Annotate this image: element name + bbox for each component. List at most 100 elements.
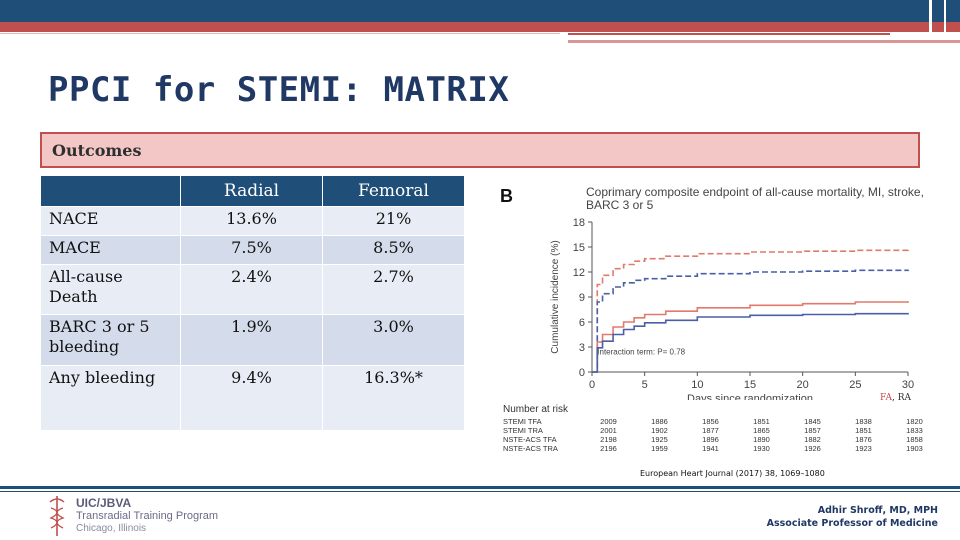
- risk-count: 1941: [702, 444, 719, 453]
- table-row: NACE 13.6% 21%: [40, 206, 465, 236]
- risk-count: 1845: [804, 417, 821, 426]
- risk-count: 1890: [753, 435, 770, 444]
- risk-count: 1851: [855, 426, 872, 435]
- risk-count: 1865: [753, 426, 770, 435]
- risk-count: 2009: [600, 417, 617, 426]
- femoral-value: 8.5%: [322, 235, 465, 265]
- row-label: All-cause Death: [40, 264, 181, 315]
- slide-title: PPCI for STEMI: MATRIX: [48, 70, 510, 110]
- legend-ra: RA: [897, 393, 911, 403]
- risk-count: 1886: [651, 417, 668, 426]
- femoral-value: 2.7%: [322, 264, 465, 315]
- risk-count: 1820: [906, 417, 923, 426]
- table-row: Any bleeding 9.4% 16.3%*: [40, 365, 465, 431]
- risk-row: NSTE-ACS TFA 2198 1925 1896 1890 1882 1876 1858: [503, 435, 940, 444]
- risk-row: STEMI TFA 2009 1886 1856 1851 1845 1838 1820: [503, 417, 940, 426]
- risk-count: 1856: [702, 417, 719, 426]
- radial-value: 2.4%: [180, 264, 323, 315]
- y-tick-label: 18: [573, 217, 585, 229]
- risk-count: 1923: [855, 444, 872, 453]
- top-accent-band: [0, 22, 960, 32]
- risk-count: 1857: [804, 426, 821, 435]
- series-line-1: [592, 269, 909, 373]
- risk-row-label: NSTE-ACS TRA: [503, 444, 558, 453]
- y-tick-label: 15: [573, 242, 585, 254]
- row-label: Any bleeding: [40, 365, 181, 431]
- header-blank: [40, 175, 181, 207]
- footer-divider: [0, 486, 960, 489]
- table-row: All-cause Death 2.4% 2.7%: [40, 264, 465, 315]
- risk-count: 1882: [804, 435, 821, 444]
- author-block: Adhir Shroff, MD, MPH Associate Professo…: [767, 504, 938, 530]
- risk-row: NSTE-ACS TRA 2196 1959 1941 1930 1926 1923 1903: [503, 444, 940, 453]
- caduceus-logo-icon: [49, 496, 65, 536]
- logo-line-2: Transradial Training Program: [76, 510, 219, 522]
- section-label: Outcomes: [52, 141, 142, 160]
- author-title: Associate Professor of Medicine: [766, 518, 938, 529]
- series-line-0: [592, 249, 909, 373]
- figure-letter: B: [500, 186, 513, 206]
- program-logo-text: UIC/JBVA Transradial Training Program Ch…: [76, 497, 218, 535]
- x-tick-label: 30: [902, 379, 914, 391]
- risk-count: 1903: [906, 444, 923, 453]
- y-tick-label: 6: [579, 317, 585, 329]
- cumulative-incidence-chart: 0 3 6 9 12 15 18 0 5 10 15 20 25 30 Days since randomi…: [550, 217, 914, 400]
- outcomes-table: Radial Femoral NACE 13.6% 21% MACE 7.5% …: [40, 175, 465, 431]
- y-tick-label: 3: [579, 342, 585, 354]
- section-header-box: Outcomes: [40, 132, 920, 168]
- femoral-value: 3.0%: [322, 314, 465, 366]
- x-tick-label: 20: [797, 379, 809, 391]
- line-legend: FA, RA: [880, 393, 911, 403]
- radial-value: 7.5%: [180, 235, 323, 265]
- risk-row-label: NSTE-ACS TFA: [503, 435, 557, 444]
- top-tick-mark: [929, 0, 932, 40]
- risk-count: 1925: [651, 435, 668, 444]
- x-tick-label: 25: [849, 379, 861, 391]
- risk-count: 1858: [906, 435, 923, 444]
- risk-count: 1896: [702, 435, 719, 444]
- risk-count: 1930: [753, 444, 770, 453]
- top-divider-line: [0, 33, 560, 34]
- risk-count: 1959: [651, 444, 668, 453]
- x-axis-label: Days since randomization: [687, 393, 813, 400]
- risk-count: 1833: [906, 426, 923, 435]
- legend-separator: ,: [891, 393, 898, 403]
- header-femoral: Femoral: [322, 175, 465, 207]
- top-banner: [0, 0, 960, 22]
- top-accent-line-lower: [568, 40, 960, 43]
- figure-title: Coprimary composite endpoint of all-caus…: [586, 185, 924, 212]
- top-white-strip: [0, 32, 960, 40]
- x-tick-label: 0: [589, 379, 595, 391]
- logo-line-3: Chicago, Illinois: [76, 523, 147, 534]
- risk-count: 2198: [600, 435, 617, 444]
- radial-value: 9.4%: [180, 365, 323, 431]
- femoral-value: 21%: [322, 206, 465, 236]
- row-label: MACE: [40, 235, 181, 265]
- risk-table-title: Number at risk: [503, 404, 569, 415]
- table-header-row: Radial Femoral: [40, 175, 465, 207]
- row-label: BARC 3 or 5 bleeding: [40, 314, 181, 366]
- risk-count: 2196: [600, 444, 617, 453]
- y-tick-label: 9: [579, 292, 585, 304]
- chart-annotation: Interaction term: P= 0.78: [597, 348, 685, 357]
- author-name: Adhir Shroff, MD, MPH: [817, 505, 938, 516]
- risk-row-label: STEMI TFA: [503, 417, 542, 426]
- top-tick-mark-2: [944, 0, 946, 36]
- top-accent-line: [568, 33, 890, 35]
- radial-value: 1.9%: [180, 314, 323, 366]
- x-tick-label: 15: [744, 379, 756, 391]
- x-tick-label: 10: [691, 379, 703, 391]
- y-tick-label: 0: [579, 367, 585, 379]
- footer-divider-thin: [0, 491, 960, 492]
- risk-count: 1876: [855, 435, 872, 444]
- risk-count: 1851: [753, 417, 770, 426]
- legend-fa: FA: [880, 393, 892, 403]
- risk-row-label: STEMI TRA: [503, 426, 543, 435]
- risk-row: STEMI TRA 2001 1902 1877 1865 1857 1851 1833: [503, 426, 940, 435]
- citation: European Heart Journal (2017) 38, 1069–1…: [640, 469, 825, 478]
- row-label: NACE: [40, 206, 181, 236]
- x-tick-label: 5: [642, 379, 648, 391]
- logo-line-1: UIC/JBVA: [76, 496, 132, 510]
- series-line-3: [592, 312, 909, 373]
- risk-count: 1926: [804, 444, 821, 453]
